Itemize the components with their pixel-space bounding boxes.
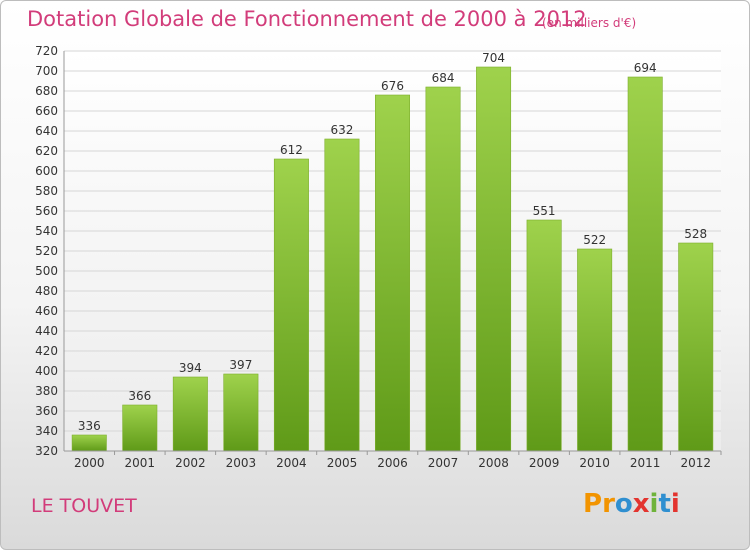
x-tick-label: 2010 bbox=[579, 456, 610, 470]
x-axis: 2000 2001 2002 2003 2004 2005 2006 2007 2008 2009… bbox=[64, 450, 722, 470]
y-tick-label: 720 bbox=[35, 44, 58, 58]
x-tick-label: 2011 bbox=[630, 456, 661, 470]
data-labels: 336 366 394 397 612 632 676 684 704 551 522 694 528 bbox=[78, 51, 707, 433]
data-label: 528 bbox=[684, 227, 707, 241]
y-tick-label: 640 bbox=[35, 124, 58, 138]
place-label: LE TOUVET bbox=[31, 495, 137, 517]
y-tick-label: 360 bbox=[35, 404, 58, 418]
y-tick-label: 560 bbox=[35, 204, 58, 218]
data-label: 366 bbox=[128, 389, 151, 403]
x-tick-label: 2005 bbox=[327, 456, 358, 470]
data-label: 394 bbox=[179, 361, 202, 375]
y-tick-label: 600 bbox=[35, 164, 58, 178]
data-label: 676 bbox=[381, 79, 404, 93]
x-tick-label: 2009 bbox=[529, 456, 560, 470]
logo-letter: i bbox=[649, 489, 659, 519]
y-tick-label: 620 bbox=[35, 144, 58, 158]
data-label: 336 bbox=[78, 419, 101, 433]
data-label: 612 bbox=[280, 143, 303, 157]
bar-2009 bbox=[526, 219, 562, 452]
x-tick-label: 2002 bbox=[175, 456, 206, 470]
y-tick-label: 520 bbox=[35, 244, 58, 258]
x-tick-label: 2012 bbox=[680, 456, 711, 470]
x-tick-label: 2000 bbox=[74, 456, 105, 470]
chart-title: Dotation Globale de Fonctionnement de 20… bbox=[27, 7, 587, 31]
y-tick-label: 400 bbox=[35, 364, 58, 378]
bar-2008 bbox=[476, 66, 512, 452]
bars bbox=[71, 66, 714, 452]
y-tick-label: 320 bbox=[35, 444, 58, 458]
bar-2005 bbox=[324, 138, 360, 452]
y-tick-label: 380 bbox=[35, 384, 58, 398]
proxiti-logo: Proxiti bbox=[583, 489, 680, 519]
bar-2012 bbox=[678, 242, 714, 452]
y-tick-label: 420 bbox=[35, 344, 58, 358]
data-label: 694 bbox=[634, 61, 657, 75]
data-label: 397 bbox=[229, 358, 252, 372]
data-label: 684 bbox=[432, 71, 455, 85]
bar-2007 bbox=[425, 86, 461, 452]
bar-2003 bbox=[223, 373, 259, 452]
data-label: 632 bbox=[331, 123, 354, 137]
logo-letter: r bbox=[602, 489, 615, 519]
logo-letter: x bbox=[632, 489, 650, 519]
data-label: 551 bbox=[533, 204, 556, 218]
logo-letter: t bbox=[658, 489, 671, 519]
bar-2001 bbox=[122, 404, 158, 452]
y-tick-label: 440 bbox=[35, 324, 58, 338]
y-tick-label: 540 bbox=[35, 224, 58, 238]
data-label: 704 bbox=[482, 51, 505, 65]
y-tick-label: 680 bbox=[35, 84, 58, 98]
logo-letter: o bbox=[614, 489, 633, 519]
bar-2010 bbox=[577, 248, 613, 452]
y-tick-label: 500 bbox=[35, 264, 58, 278]
x-tick-label: 2004 bbox=[276, 456, 307, 470]
x-tick-label: 2001 bbox=[125, 456, 156, 470]
x-tick-label: 2006 bbox=[377, 456, 408, 470]
y-tick-label: 700 bbox=[35, 64, 58, 78]
unit-note: (en milliers d'€) bbox=[542, 16, 637, 30]
y-tick-label: 340 bbox=[35, 424, 58, 438]
y-tick-label: 460 bbox=[35, 304, 58, 318]
bar-2006 bbox=[375, 94, 410, 452]
bar-2004 bbox=[273, 158, 309, 452]
data-label: 522 bbox=[583, 233, 606, 247]
bar-2000 bbox=[71, 434, 107, 452]
bar-2002 bbox=[172, 376, 208, 452]
y-axis: 320 340 360 380 400 420 440 460 480 500 520 540 560 5… bbox=[35, 44, 65, 458]
y-tick-label: 580 bbox=[35, 184, 58, 198]
x-tick-label: 2008 bbox=[478, 456, 509, 470]
logo-letter: i bbox=[670, 489, 680, 519]
y-tick-label: 660 bbox=[35, 104, 58, 118]
x-tick-label: 2007 bbox=[428, 456, 459, 470]
y-tick-label: 480 bbox=[35, 284, 58, 298]
logo-letter: P bbox=[583, 489, 603, 519]
x-tick-label: 2003 bbox=[226, 456, 257, 470]
bar-2011 bbox=[627, 76, 663, 452]
